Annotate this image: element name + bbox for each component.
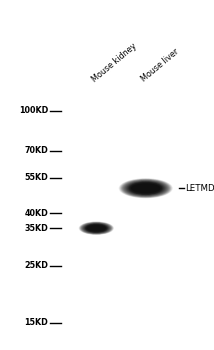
Ellipse shape xyxy=(120,178,172,198)
Ellipse shape xyxy=(131,183,161,193)
Ellipse shape xyxy=(84,223,109,233)
Ellipse shape xyxy=(87,225,106,232)
Ellipse shape xyxy=(85,224,108,232)
Ellipse shape xyxy=(128,182,163,195)
Text: Mouse liver: Mouse liver xyxy=(140,48,181,84)
Ellipse shape xyxy=(80,222,113,235)
Ellipse shape xyxy=(81,222,112,234)
Ellipse shape xyxy=(85,224,107,232)
Text: Mouse kidney: Mouse kidney xyxy=(91,42,139,84)
Text: 100KD: 100KD xyxy=(19,106,48,115)
Ellipse shape xyxy=(122,180,169,197)
Ellipse shape xyxy=(82,223,111,234)
Ellipse shape xyxy=(121,179,171,197)
Ellipse shape xyxy=(129,182,163,195)
Ellipse shape xyxy=(123,180,169,197)
Ellipse shape xyxy=(81,223,111,234)
Text: 40KD: 40KD xyxy=(24,209,48,218)
Ellipse shape xyxy=(120,179,171,198)
Ellipse shape xyxy=(123,180,168,197)
Ellipse shape xyxy=(86,224,107,232)
Ellipse shape xyxy=(82,223,111,234)
Ellipse shape xyxy=(84,224,108,233)
Text: 25KD: 25KD xyxy=(24,261,48,270)
Ellipse shape xyxy=(127,181,164,195)
Ellipse shape xyxy=(80,222,113,235)
Ellipse shape xyxy=(126,181,165,196)
Ellipse shape xyxy=(79,222,114,235)
Text: 35KD: 35KD xyxy=(24,224,48,233)
Ellipse shape xyxy=(119,178,172,198)
Ellipse shape xyxy=(125,181,166,196)
Ellipse shape xyxy=(119,178,173,198)
Ellipse shape xyxy=(122,179,170,197)
Ellipse shape xyxy=(83,223,109,233)
Text: LETMD1: LETMD1 xyxy=(185,184,214,193)
Ellipse shape xyxy=(128,182,164,195)
Ellipse shape xyxy=(124,180,167,196)
Text: 15KD: 15KD xyxy=(24,318,48,328)
Text: 70KD: 70KD xyxy=(24,146,48,155)
Ellipse shape xyxy=(129,182,162,194)
Ellipse shape xyxy=(124,180,168,196)
Ellipse shape xyxy=(127,181,165,195)
Ellipse shape xyxy=(82,223,110,233)
Ellipse shape xyxy=(125,181,166,196)
Ellipse shape xyxy=(85,224,108,233)
Ellipse shape xyxy=(79,222,113,235)
Ellipse shape xyxy=(79,222,114,235)
Ellipse shape xyxy=(80,222,112,234)
Text: 55KD: 55KD xyxy=(24,173,48,182)
Ellipse shape xyxy=(83,223,110,233)
Ellipse shape xyxy=(83,223,110,233)
